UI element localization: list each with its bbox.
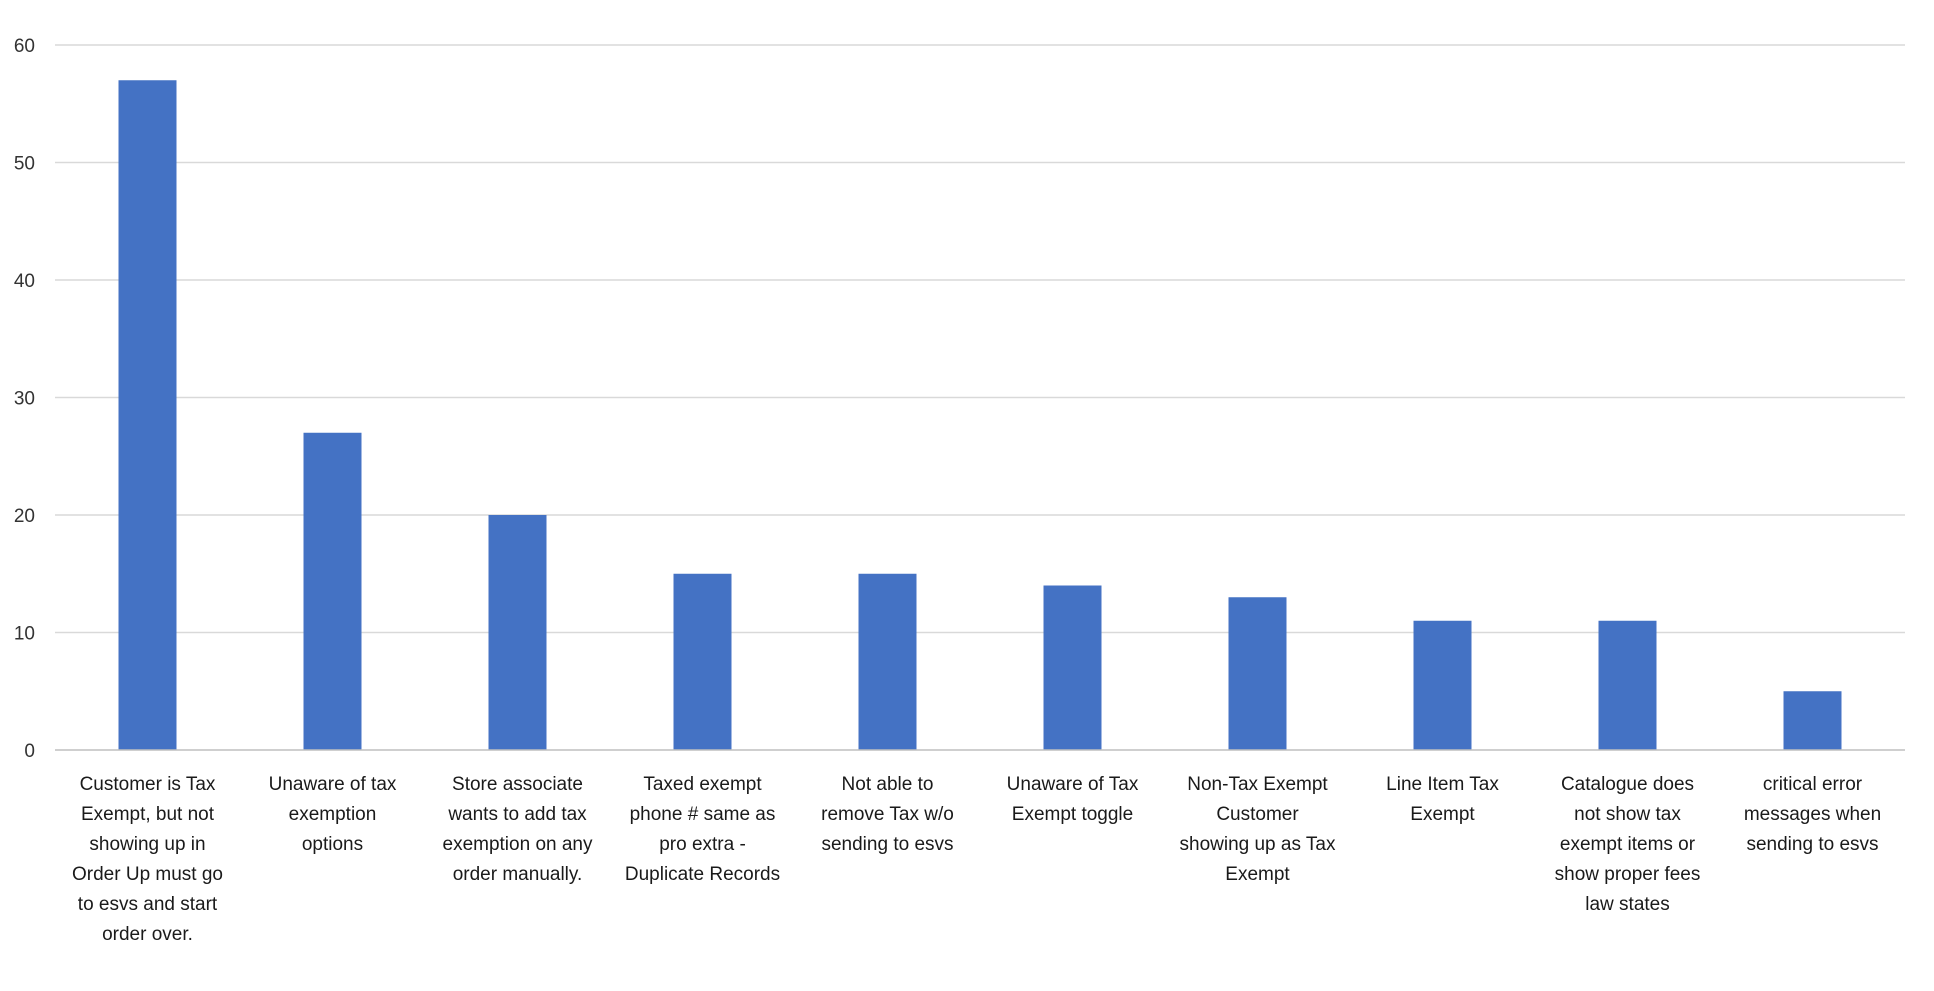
x-tick-label: Non-Tax Exempt Customer showing up as Tax E… [1180, 774, 1336, 885]
x-tick-label-line: showing up as Tax [1180, 834, 1336, 855]
x-tick-label-line: show proper fees [1555, 864, 1701, 885]
x-tick-label-line: Exempt [1225, 864, 1290, 885]
x-tick-label-line: Unaware of tax [269, 774, 397, 795]
x-tick-label-line: remove Tax w/o [821, 804, 954, 825]
y-tick-label: 0 [24, 741, 35, 762]
x-tick-label-line: Exempt, but not [81, 804, 215, 825]
x-tick-label-line: exemption on any [443, 834, 593, 855]
x-tick-label-line: phone # same as [630, 804, 776, 825]
y-axis-ticks: 0 10 20 30 40 50 60 [14, 36, 35, 762]
x-tick-label-line: not show tax [1574, 804, 1681, 825]
x-tick-label: Taxed exempt phone # same as pro extra - Du… [625, 774, 780, 885]
x-tick-label-line: sending to esvs [821, 834, 953, 855]
x-tick-label-line: Line Item Tax [1386, 774, 1499, 795]
x-tick-label: Customer is Tax Exempt, but not showing up… [72, 774, 223, 945]
x-tick-label: Line Item Tax Exempt [1386, 774, 1499, 825]
bar [1043, 585, 1102, 750]
bar [1598, 620, 1657, 750]
y-tick-label: 50 [14, 154, 35, 175]
x-tick-label-line: options [302, 834, 363, 855]
x-tick-label-line: Taxed exempt [643, 774, 762, 795]
x-tick-label-line: Not able to [842, 774, 934, 795]
x-tick-label-line: exemption [289, 804, 377, 825]
x-tick-label-line: to esvs and start [78, 894, 218, 915]
x-tick-label-line: Customer [1216, 804, 1299, 825]
y-tick-label: 20 [14, 506, 35, 527]
bars [118, 80, 1842, 750]
x-tick-label-line: Duplicate Records [625, 864, 780, 885]
bar [1228, 597, 1287, 750]
x-tick-label-line: Exempt toggle [1012, 804, 1133, 825]
y-tick-label: 30 [14, 389, 35, 410]
x-tick-label-line: Catalogue does [1561, 774, 1694, 795]
x-tick-label-line: sending to esvs [1746, 834, 1878, 855]
x-tick-label-line: order manually. [453, 864, 583, 885]
x-tick-label-line: exempt items or [1560, 834, 1696, 855]
x-tick-label-line: Non-Tax Exempt [1187, 774, 1328, 795]
x-tick-label: Catalogue does not show tax exempt items o… [1555, 774, 1701, 915]
x-tick-label-line: Exempt [1410, 804, 1475, 825]
x-tick-label-line: wants to add tax [447, 804, 587, 825]
x-tick-label-line: pro extra - [659, 834, 746, 855]
bar [673, 573, 732, 750]
x-tick-label-line: Customer is Tax [80, 774, 216, 795]
x-tick-label-line: Order Up must go [72, 864, 223, 885]
bar [488, 515, 547, 750]
x-tick-label-line: law states [1585, 894, 1669, 915]
bar [1413, 620, 1472, 750]
x-tick-label-line: critical error [1763, 774, 1863, 795]
y-tick-label: 10 [14, 624, 35, 645]
category-labels: Customer is Tax Exempt, but not showing up… [72, 774, 1881, 945]
x-tick-label: critical error messages when sending to es… [1744, 774, 1881, 855]
x-tick-label-line: Unaware of Tax [1007, 774, 1139, 795]
x-tick-label: Unaware of Tax Exempt toggle [1007, 774, 1139, 825]
bar [1783, 691, 1842, 750]
y-tick-label: 60 [14, 36, 35, 57]
x-tick-label-line: Store associate [452, 774, 583, 795]
gridlines [55, 44, 1905, 634]
y-tick-label: 40 [14, 271, 35, 292]
x-tick-label: Not able to remove Tax w/o sending to esvs [821, 774, 954, 855]
x-tick-label-line: showing up in [89, 834, 205, 855]
x-tick-label: Unaware of tax exemption options [269, 774, 397, 855]
x-tick-label-line: order over. [102, 924, 193, 945]
bar [858, 573, 917, 750]
x-tick-label: Store associate wants to add tax exemption… [443, 774, 593, 885]
x-tick-label-line: messages when [1744, 804, 1881, 825]
bar [118, 80, 177, 750]
bar [303, 432, 362, 750]
